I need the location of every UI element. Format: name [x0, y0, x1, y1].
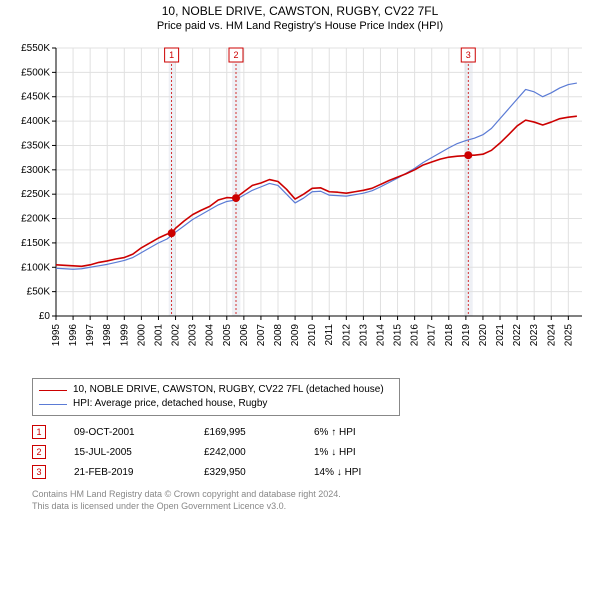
svg-text:1997: 1997: [85, 324, 96, 347]
chart-subtitle: Price paid vs. HM Land Registry's House …: [8, 20, 592, 32]
svg-text:1999: 1999: [119, 324, 130, 347]
svg-text:£0: £0: [39, 311, 51, 322]
svg-text:£400K: £400K: [21, 116, 50, 127]
svg-text:2021: 2021: [495, 324, 506, 347]
svg-text:2010: 2010: [307, 324, 318, 347]
svg-text:2023: 2023: [529, 324, 540, 347]
svg-text:2004: 2004: [205, 324, 216, 347]
svg-text:2006: 2006: [239, 324, 250, 347]
svg-text:2003: 2003: [188, 324, 199, 347]
tx-date: 09-OCT-2001: [74, 427, 204, 438]
svg-text:2009: 2009: [290, 324, 301, 347]
tx-badge-1: 1: [32, 425, 46, 439]
svg-text:£250K: £250K: [21, 189, 50, 200]
svg-text:2017: 2017: [427, 324, 438, 347]
tx-diff: 14% ↓ HPI: [314, 467, 414, 478]
svg-text:£500K: £500K: [21, 67, 50, 78]
svg-text:1996: 1996: [68, 324, 79, 347]
legend-row-hpi: HPI: Average price, detached house, Rugb…: [39, 397, 393, 411]
svg-text:2016: 2016: [410, 324, 421, 347]
svg-text:2000: 2000: [136, 324, 147, 347]
table-row: 2 15-JUL-2005 £242,000 1% ↓ HPI: [32, 442, 592, 462]
svg-text:1995: 1995: [51, 324, 62, 347]
svg-text:£50K: £50K: [27, 287, 51, 298]
svg-text:2014: 2014: [375, 324, 386, 347]
svg-text:2020: 2020: [478, 324, 489, 347]
chart-container: 10, NOBLE DRIVE, CAWSTON, RUGBY, CV22 7F…: [0, 0, 600, 518]
legend-swatch-hpi: [39, 404, 67, 405]
svg-text:£200K: £200K: [21, 214, 50, 225]
svg-text:2015: 2015: [393, 324, 404, 347]
tx-price: £169,995: [204, 427, 314, 438]
svg-text:2022: 2022: [512, 324, 523, 347]
svg-text:2011: 2011: [324, 324, 335, 346]
line-chart-svg: 1 2 3 £0 £50K £100K £150K £200K £250K £300K £350K £…: [8, 40, 592, 370]
svg-text:2024: 2024: [546, 324, 557, 347]
svg-text:2018: 2018: [444, 324, 455, 347]
table-row: 1 09-OCT-2001 £169,995 6% ↑ HPI: [32, 422, 592, 442]
svg-text:2025: 2025: [563, 324, 574, 347]
svg-text:£550K: £550K: [21, 43, 50, 54]
tx-diff: 6% ↑ HPI: [314, 427, 414, 438]
svg-text:2002: 2002: [171, 324, 182, 347]
svg-text:2012: 2012: [341, 324, 352, 347]
tx-badge-3: 3: [32, 465, 46, 479]
legend-label-property: 10, NOBLE DRIVE, CAWSTON, RUGBY, CV22 7F…: [73, 383, 384, 397]
tx-price: £329,950: [204, 467, 314, 478]
tx-date: 21-FEB-2019: [74, 467, 204, 478]
svg-text:£450K: £450K: [21, 92, 50, 103]
svg-text:2: 2: [233, 50, 238, 60]
legend-swatch-property: [39, 390, 67, 391]
chart-plot: 1 2 3 £0 £50K £100K £150K £200K £250K £300K £350K £…: [8, 40, 592, 370]
svg-text:£100K: £100K: [21, 262, 50, 273]
svg-text:1: 1: [169, 50, 174, 60]
footer-attribution: Contains HM Land Registry data © Crown c…: [32, 488, 592, 512]
svg-text:2008: 2008: [273, 324, 284, 347]
svg-text:2019: 2019: [461, 324, 472, 347]
svg-text:3: 3: [466, 50, 471, 60]
chart-title: 10, NOBLE DRIVE, CAWSTON, RUGBY, CV22 7F…: [8, 4, 592, 18]
svg-text:1998: 1998: [102, 324, 113, 347]
tx-date: 15-JUL-2005: [74, 447, 204, 458]
svg-text:2005: 2005: [222, 324, 233, 347]
legend-label-hpi: HPI: Average price, detached house, Rugb…: [73, 397, 267, 411]
footer-line-1: Contains HM Land Registry data © Crown c…: [32, 488, 592, 500]
tx-badge-2: 2: [32, 445, 46, 459]
tx-price: £242,000: [204, 447, 314, 458]
svg-text:£350K: £350K: [21, 140, 50, 151]
svg-text:£300K: £300K: [21, 165, 50, 176]
tx-diff: 1% ↓ HPI: [314, 447, 414, 458]
legend: 10, NOBLE DRIVE, CAWSTON, RUGBY, CV22 7F…: [32, 378, 400, 416]
table-row: 3 21-FEB-2019 £329,950 14% ↓ HPI: [32, 462, 592, 482]
svg-text:£150K: £150K: [21, 238, 50, 249]
svg-text:2001: 2001: [153, 324, 164, 347]
svg-text:2013: 2013: [358, 324, 369, 347]
svg-text:2007: 2007: [256, 324, 267, 347]
legend-row-property: 10, NOBLE DRIVE, CAWSTON, RUGBY, CV22 7F…: [39, 383, 393, 397]
transaction-table: 1 09-OCT-2001 £169,995 6% ↑ HPI 2 15-JUL…: [32, 422, 592, 482]
footer-line-2: This data is licensed under the Open Gov…: [32, 500, 592, 512]
